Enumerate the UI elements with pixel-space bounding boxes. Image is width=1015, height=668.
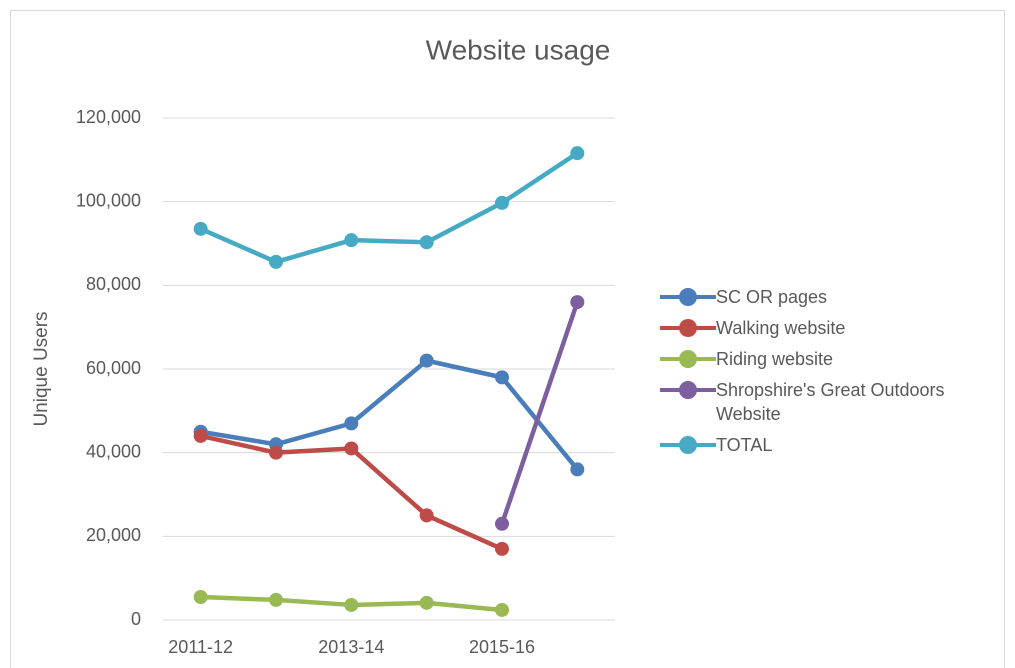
series-line [198, 150, 580, 265]
legend-swatch [660, 347, 716, 371]
series-line [499, 299, 580, 527]
data-point [344, 416, 359, 431]
y-tick-label: 60,000 [86, 358, 141, 378]
legend-swatch [660, 433, 716, 457]
data-point [495, 370, 509, 385]
data-point [570, 295, 585, 310]
y-tick-label: 40,000 [86, 441, 141, 461]
data-point [193, 428, 208, 443]
legend-label: Walking website [716, 318, 846, 338]
data-point [344, 233, 359, 248]
y-tick-label: 20,000 [86, 525, 141, 545]
data-point [419, 353, 434, 368]
series-line [198, 358, 580, 472]
legend-label: Riding website [716, 349, 834, 369]
data-point [570, 146, 585, 161]
legend-item: Riding website [660, 347, 1010, 371]
y-tick-label: 0 [131, 609, 141, 629]
chart-title: Website usage [426, 34, 611, 65]
data-point [419, 508, 434, 523]
legend-swatch [660, 316, 716, 340]
legend-item: Shropshire's Great Outdoors Website [660, 378, 1010, 426]
data-point [269, 254, 283, 269]
data-point [495, 602, 509, 617]
legend-label: TOTAL [716, 435, 773, 455]
legend-label: Shropshire's Great Outdoors Website [716, 380, 945, 424]
data-point [344, 597, 359, 612]
x-tick-label: 2011-12 [168, 637, 233, 657]
legend-item: Walking website [660, 316, 1010, 340]
legend-label: SC OR pages [716, 287, 828, 307]
chart-border [10, 10, 1005, 668]
data-point [193, 589, 208, 604]
y-tick-label: 80,000 [86, 274, 141, 294]
y-axis-title: Unique Users [31, 311, 52, 426]
data-point [419, 595, 434, 610]
legend-swatch [660, 378, 716, 402]
data-point [193, 221, 208, 236]
data-point [495, 541, 509, 556]
data-point [269, 445, 283, 460]
legend: SC OR pages Walking website Riding website… [660, 285, 1010, 464]
legend-item: SC OR pages [660, 285, 1010, 309]
data-point [570, 462, 585, 477]
y-tick-label: 120,000 [76, 107, 141, 127]
legend-swatch [660, 285, 716, 309]
data-point [495, 195, 509, 210]
data-point [269, 592, 283, 607]
data-point [495, 516, 509, 531]
legend-item: TOTAL [660, 433, 1010, 457]
y-tick-label: 100,000 [76, 190, 141, 210]
x-tick-label: 2015-16 [469, 637, 535, 657]
data-point [344, 441, 359, 456]
x-tick-label: 2013-14 [318, 637, 384, 657]
data-point [419, 235, 434, 250]
